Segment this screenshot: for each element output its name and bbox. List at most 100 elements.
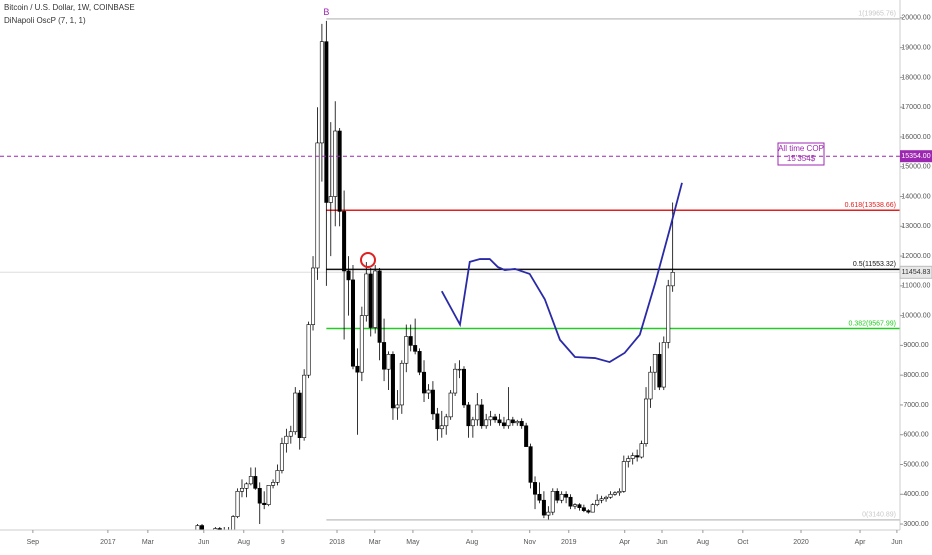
x-tick-label: Apr — [855, 539, 867, 546]
candle-body — [390, 354, 395, 409]
candle-body — [324, 41, 329, 203]
fib-label: 0.618(13538.66) — [845, 202, 896, 209]
annotation-text: 15'354$ — [787, 154, 816, 163]
candle-body — [293, 392, 298, 433]
x-tick-label: Jun — [198, 539, 209, 546]
candle-body — [200, 525, 205, 530]
x-tick-label: Jun — [656, 539, 667, 546]
candle-body — [422, 371, 427, 394]
fib-label: 0(3140.89) — [862, 512, 896, 519]
fib-label: 1(19965.76) — [858, 11, 896, 18]
x-tick-label: Mar — [369, 539, 382, 546]
candle-body — [550, 490, 555, 513]
candle-body — [413, 345, 418, 352]
candle-body — [235, 490, 240, 517]
candle-body — [404, 336, 409, 364]
x-tick-label: Mar — [142, 539, 155, 546]
y-tick-label: 11000.00 — [902, 283, 931, 290]
candle-body — [279, 443, 284, 471]
candle-body — [510, 419, 515, 424]
annotation-box — [777, 142, 825, 166]
x-tick-label: Apr — [619, 539, 631, 546]
candle-body — [635, 455, 640, 458]
y-tick-label: 18000.00 — [901, 74, 930, 81]
candle-body — [484, 419, 489, 427]
last-price-tag — [899, 265, 932, 279]
x-tick-label: 2017 — [100, 539, 116, 546]
candle-body — [244, 483, 249, 489]
candle-body — [395, 404, 400, 409]
candle-body — [311, 267, 316, 325]
candle-body — [288, 431, 293, 437]
y-tick-label: 6000.00 — [903, 432, 928, 439]
y-tick-label: 14000.00 — [901, 193, 930, 200]
candle-body — [528, 446, 533, 483]
candle-body — [213, 528, 218, 530]
point-label: B — [323, 7, 329, 17]
annotation-text: All time COP — [778, 144, 824, 153]
candle-body — [439, 425, 444, 430]
candle-body — [382, 342, 387, 370]
candle-body — [595, 499, 600, 505]
y-tick-label: 3000.00 — [903, 521, 928, 528]
candle-body — [519, 421, 524, 427]
candle-body — [333, 130, 338, 197]
y-tick-label: 4000.00 — [903, 491, 928, 498]
price-tag-label: 15354.00 — [901, 153, 930, 160]
candle-body — [368, 273, 373, 328]
candle-body — [417, 351, 422, 373]
candle-body — [457, 368, 462, 371]
candle-body — [359, 315, 364, 373]
candle-body — [297, 392, 302, 438]
candle-body — [257, 488, 262, 504]
candle-body — [652, 354, 657, 373]
candle-body — [306, 324, 311, 376]
y-tick-label: 8000.00 — [903, 372, 928, 379]
candle-body — [661, 342, 666, 388]
x-tick-label: Jun — [891, 539, 902, 546]
y-tick-label: 20000.00 — [901, 15, 930, 22]
oscillator-line — [440, 182, 683, 364]
candle-body — [533, 482, 538, 495]
candle-body — [364, 273, 369, 316]
y-tick-label: 16000.00 — [901, 134, 930, 141]
candle-body — [284, 435, 289, 444]
candle-body — [493, 416, 498, 421]
candle-body — [639, 443, 644, 458]
candle-body — [572, 504, 577, 507]
x-tick-label: Aug — [238, 539, 251, 546]
candle-body — [541, 499, 546, 516]
candle-body — [319, 41, 324, 144]
candle-body — [195, 525, 200, 530]
candle-body — [315, 142, 320, 269]
x-tick-label: Sep — [27, 539, 40, 546]
candle-body — [537, 493, 542, 501]
y-tick-label: 5000.00 — [903, 461, 928, 468]
candle-body — [559, 493, 564, 501]
candle-body — [231, 516, 236, 530]
candle-body — [581, 507, 586, 511]
y-tick-label: 15000.00 — [901, 164, 930, 171]
candle-body — [599, 498, 604, 501]
candle-body — [342, 211, 347, 272]
candle-body — [515, 421, 520, 424]
candle-body — [555, 490, 560, 501]
x-tick-label: Nov — [523, 539, 536, 546]
candle-body — [479, 404, 484, 427]
candle-body — [386, 354, 391, 370]
candle-body — [648, 371, 653, 400]
candle-body — [426, 389, 431, 394]
candle-body — [621, 461, 626, 492]
candle-body — [239, 488, 244, 492]
candle-body — [346, 270, 351, 281]
candle-body — [590, 504, 595, 513]
x-tick-label: Aug — [697, 539, 710, 546]
candle-body — [302, 374, 307, 438]
y-tick-label: 19000.00 — [901, 44, 930, 51]
candle-body — [644, 398, 649, 444]
candle-body — [657, 354, 662, 388]
candle-body — [612, 492, 617, 495]
plot-area: 1(19965.76) 0.618(13538.66) 0.5(11553.32) 0… — [0, 7, 900, 530]
fib-label: 0.382(9567.99) — [849, 320, 896, 327]
